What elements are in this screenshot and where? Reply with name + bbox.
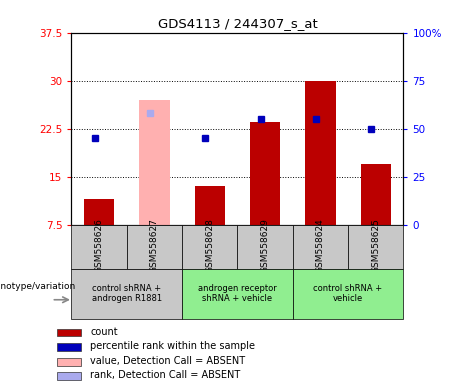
Text: GSM558628: GSM558628 — [205, 218, 214, 273]
Text: GSM558624: GSM558624 — [316, 218, 325, 273]
Bar — [348, 225, 403, 269]
Text: control shRNA +
androgen R1881: control shRNA + androgen R1881 — [92, 284, 162, 303]
Bar — [71, 269, 182, 319]
Text: genotype/variation: genotype/variation — [0, 282, 75, 291]
Text: androgen receptor
shRNA + vehicle: androgen receptor shRNA + vehicle — [198, 284, 277, 303]
Title: GDS4113 / 244307_s_at: GDS4113 / 244307_s_at — [158, 17, 317, 30]
Bar — [57, 372, 81, 380]
Text: rank, Detection Call = ABSENT: rank, Detection Call = ABSENT — [90, 371, 240, 381]
Bar — [57, 358, 81, 366]
Text: GSM558627: GSM558627 — [150, 218, 159, 273]
Text: percentile rank within the sample: percentile rank within the sample — [90, 341, 255, 351]
Text: count: count — [90, 327, 118, 337]
Bar — [237, 225, 293, 269]
Bar — [71, 225, 127, 269]
Bar — [57, 343, 81, 351]
Bar — [361, 164, 391, 225]
Text: control shRNA +
vehicle: control shRNA + vehicle — [313, 284, 383, 303]
Bar — [57, 329, 81, 336]
Bar — [182, 225, 237, 269]
Bar — [127, 225, 182, 269]
Bar — [250, 122, 280, 225]
Bar — [139, 100, 170, 225]
Text: GSM558629: GSM558629 — [260, 218, 270, 273]
Bar — [195, 186, 225, 225]
Bar — [293, 269, 403, 319]
Bar — [293, 225, 348, 269]
Text: GSM558625: GSM558625 — [371, 218, 380, 273]
Bar — [305, 81, 336, 225]
Bar — [84, 199, 114, 225]
Bar — [182, 269, 293, 319]
Text: GSM558626: GSM558626 — [95, 218, 104, 273]
Text: value, Detection Call = ABSENT: value, Detection Call = ABSENT — [90, 356, 245, 366]
